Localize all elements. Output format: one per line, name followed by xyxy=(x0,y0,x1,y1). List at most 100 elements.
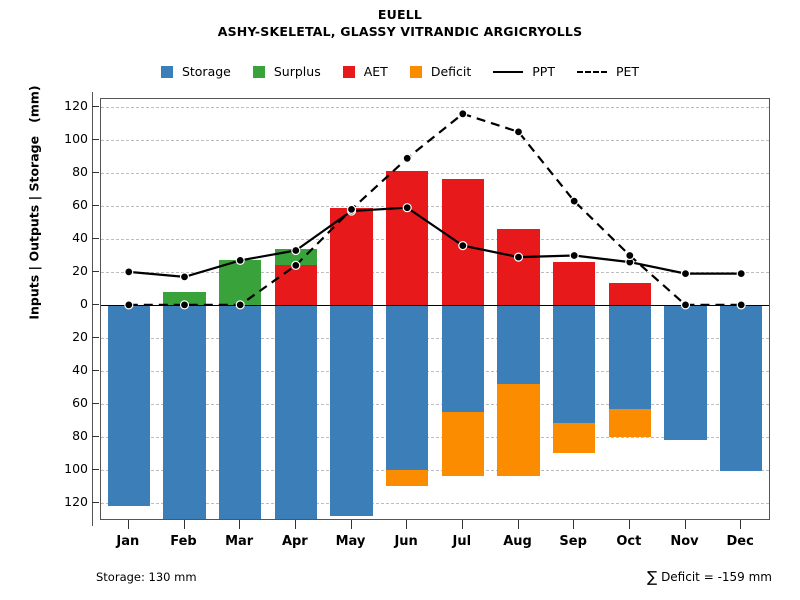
legend-item-aet[interactable]: AET xyxy=(342,64,388,79)
marker-ppt-jul[interactable] xyxy=(458,241,468,251)
legend-label: PET xyxy=(615,64,640,79)
marker-ppt-nov[interactable] xyxy=(680,269,691,279)
bar-aet-oct[interactable] xyxy=(608,283,651,305)
bar-aet-apr[interactable] xyxy=(274,265,317,305)
gridline xyxy=(101,173,769,175)
bar-storage-aug[interactable] xyxy=(497,304,540,384)
legend-item-pet[interactable]: PET xyxy=(576,64,640,79)
y-tick-mark xyxy=(92,238,99,239)
bar-storage-jan[interactable] xyxy=(107,304,150,506)
bar-aet-sep[interactable] xyxy=(553,262,596,305)
legend-item-deficit[interactable]: Deficit xyxy=(409,64,471,79)
marker-pet-nov[interactable] xyxy=(680,300,691,310)
gridline xyxy=(101,403,769,405)
chart-legend: Storage Surplus AET Deficit PPT PET xyxy=(0,64,800,79)
bar-storage-feb[interactable] xyxy=(163,304,206,519)
y-tick-label: 40 xyxy=(72,230,88,245)
zero-baseline xyxy=(101,304,769,306)
bar-storage-jul[interactable] xyxy=(441,304,484,412)
marker-pet-jul[interactable] xyxy=(458,109,468,119)
y-axis-label: Inputs | Outputs | Storage (mm) xyxy=(26,85,42,320)
x-tick-label-dec: Dec xyxy=(726,534,754,549)
marker-pet-jun[interactable] xyxy=(402,153,412,163)
x-tick-label-feb: Feb xyxy=(170,534,197,549)
y-tick-label: 60 xyxy=(72,197,88,213)
x-tick-label-aug: Aug xyxy=(503,534,532,549)
x-tick-label-oct: Oct xyxy=(616,534,642,549)
y-tick-label: 120 xyxy=(64,98,88,114)
gridline xyxy=(101,370,769,372)
y-tick-mark xyxy=(92,501,99,503)
bar-storage-jun[interactable] xyxy=(386,304,429,470)
bar-deficit-jul[interactable] xyxy=(441,411,484,477)
bar-storage-mar[interactable] xyxy=(219,304,262,519)
bar-deficit-oct[interactable] xyxy=(608,408,651,437)
y-tick-mark xyxy=(92,106,99,108)
y-tick-mark xyxy=(92,369,99,371)
marker-pet-oct[interactable] xyxy=(625,250,635,261)
x-tick-label-may: May xyxy=(335,534,366,549)
marker-pet-apr[interactable] xyxy=(291,260,301,270)
marker-ppt-feb[interactable] xyxy=(179,272,190,282)
plot-area xyxy=(100,98,770,520)
bar-storage-sep[interactable] xyxy=(553,304,596,424)
legend-dashed-line-icon xyxy=(576,70,607,73)
deficit-sum-text: Deficit = -159 mm xyxy=(661,570,772,584)
x-tick-mark xyxy=(127,520,129,529)
marker-ppt-jan[interactable] xyxy=(124,267,134,277)
x-tick-mark xyxy=(461,520,463,529)
marker-pet-dec[interactable] xyxy=(736,300,746,310)
bar-storage-nov[interactable] xyxy=(664,304,707,440)
bar-deficit-aug[interactable] xyxy=(497,383,540,477)
y-tick-mark xyxy=(92,468,99,470)
y-tick-label: 40 xyxy=(72,361,88,377)
marker-ppt-jun[interactable] xyxy=(402,203,412,213)
legend-swatch-icon xyxy=(160,65,173,78)
bar-storage-apr[interactable] xyxy=(274,304,317,519)
bar-deficit-sep[interactable] xyxy=(553,423,596,454)
marker-ppt-mar[interactable] xyxy=(235,255,245,265)
y-tick-label: 120 xyxy=(64,493,88,509)
gridline xyxy=(101,502,769,504)
legend-solid-line-icon xyxy=(493,70,524,73)
line-pet xyxy=(128,112,742,306)
legend-item-storage[interactable]: Storage xyxy=(160,64,231,79)
legend-label: AET xyxy=(363,64,388,79)
x-tick-label-nov: Nov xyxy=(670,534,699,549)
bar-aet-jun[interactable] xyxy=(386,171,429,305)
y-tick-label: 80 xyxy=(72,164,88,180)
y-tick-mark xyxy=(92,270,99,272)
y-axis-spine xyxy=(92,92,93,526)
marker-pet-feb[interactable] xyxy=(179,300,190,310)
marker-ppt-dec[interactable] xyxy=(736,269,746,279)
marker-ppt-aug[interactable] xyxy=(513,252,524,262)
y-tick-label: 0 xyxy=(80,295,88,311)
marker-pet-jan[interactable] xyxy=(124,300,134,310)
marker-pet-may[interactable] xyxy=(346,204,357,215)
y-tick-label: 100 xyxy=(64,131,88,147)
marker-ppt-apr[interactable] xyxy=(291,245,301,256)
bar-deficit-jun[interactable] xyxy=(386,469,429,487)
bar-storage-may[interactable] xyxy=(330,304,373,516)
legend-item-surplus[interactable]: Surplus xyxy=(252,64,321,79)
x-tick-label-sep: Sep xyxy=(559,534,587,549)
gridline xyxy=(101,107,769,109)
bar-storage-oct[interactable] xyxy=(608,304,651,409)
marker-pet-sep[interactable] xyxy=(569,196,579,206)
line-ppt xyxy=(128,206,742,279)
marker-pet-mar[interactable] xyxy=(235,300,245,310)
bar-surplus-feb[interactable] xyxy=(163,291,206,305)
bar-surplus-mar[interactable] xyxy=(219,260,262,305)
bar-aet-may[interactable] xyxy=(330,207,373,305)
y-tick-mark xyxy=(92,402,99,404)
x-tick-label-jan: Jan xyxy=(116,534,140,549)
bar-aet-aug[interactable] xyxy=(497,229,540,305)
y-tick-label: 20 xyxy=(72,328,88,344)
line-layer xyxy=(124,109,746,310)
marker-ppt-sep[interactable] xyxy=(569,250,579,261)
legend-item-ppt[interactable]: PPT xyxy=(493,64,555,79)
x-tick-label-mar: Mar xyxy=(225,534,254,549)
bar-storage-dec[interactable] xyxy=(720,304,763,472)
marker-pet-aug[interactable] xyxy=(513,127,524,137)
